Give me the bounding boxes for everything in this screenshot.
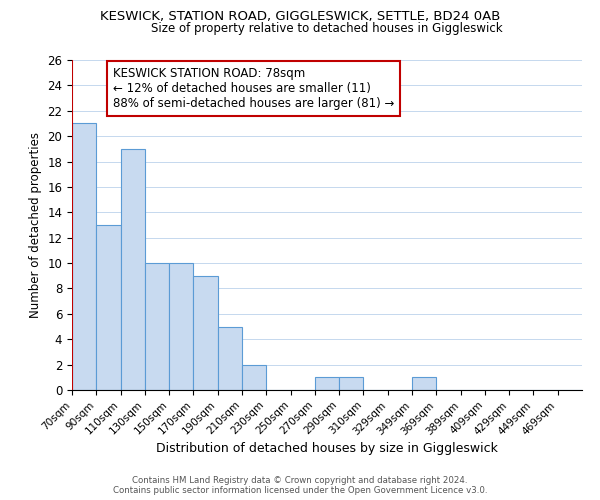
Bar — [169, 263, 193, 390]
Text: KESWICK, STATION ROAD, GIGGLESWICK, SETTLE, BD24 0AB: KESWICK, STATION ROAD, GIGGLESWICK, SETT… — [100, 10, 500, 23]
Bar — [242, 364, 266, 390]
Bar — [72, 124, 96, 390]
Title: Size of property relative to detached houses in Giggleswick: Size of property relative to detached ho… — [151, 22, 503, 35]
Y-axis label: Number of detached properties: Number of detached properties — [29, 132, 42, 318]
Text: KESWICK STATION ROAD: 78sqm
← 12% of detached houses are smaller (11)
88% of sem: KESWICK STATION ROAD: 78sqm ← 12% of det… — [113, 66, 394, 110]
X-axis label: Distribution of detached houses by size in Giggleswick: Distribution of detached houses by size … — [156, 442, 498, 455]
Bar — [315, 378, 339, 390]
Text: Contains HM Land Registry data © Crown copyright and database right 2024.
Contai: Contains HM Land Registry data © Crown c… — [113, 476, 487, 495]
Bar — [193, 276, 218, 390]
Bar — [96, 225, 121, 390]
Bar — [145, 263, 169, 390]
Bar — [218, 326, 242, 390]
Bar — [412, 378, 436, 390]
Bar — [121, 149, 145, 390]
Bar — [339, 378, 364, 390]
